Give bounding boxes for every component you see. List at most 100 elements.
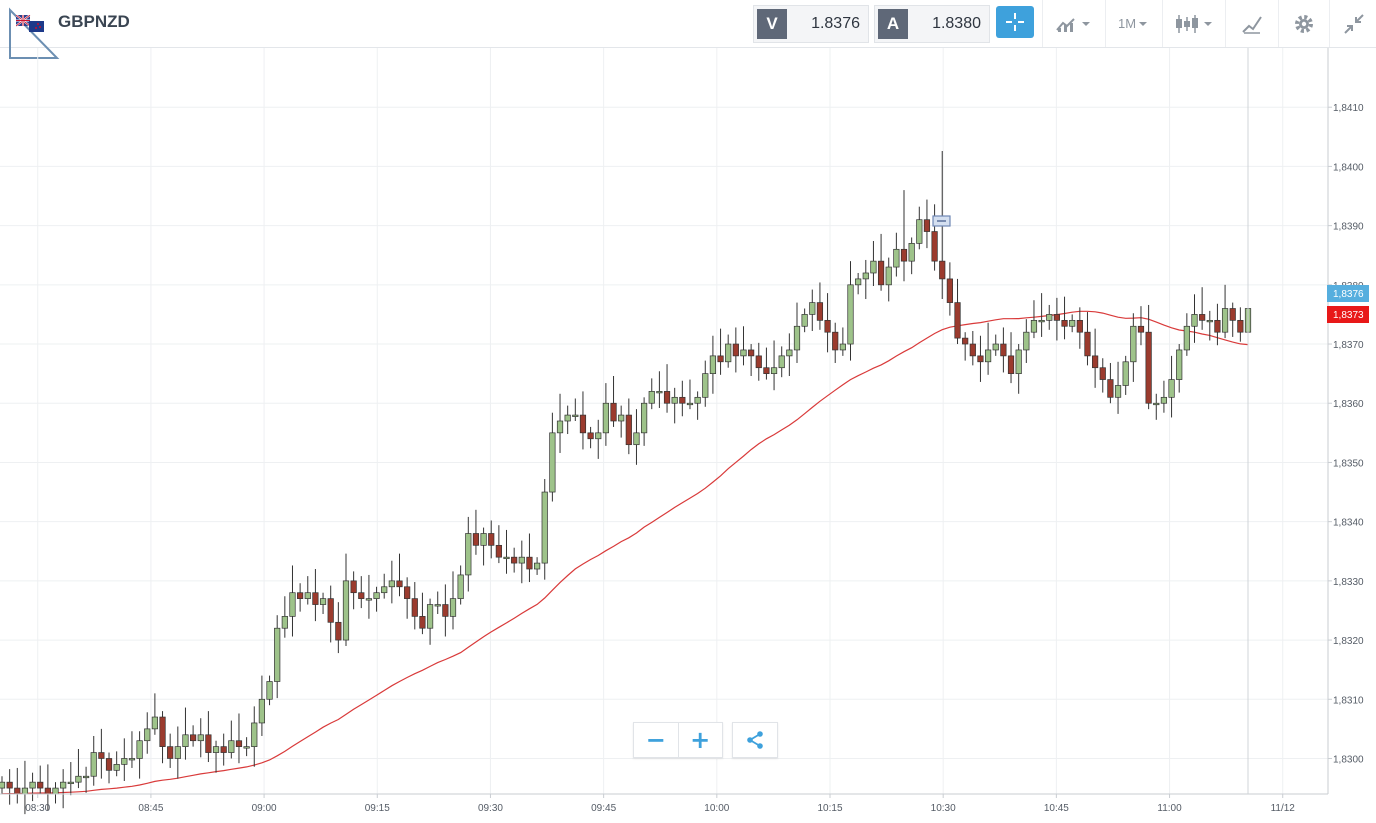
candle-body [908, 243, 915, 262]
candle [128, 731, 136, 768]
candle [748, 344, 755, 377]
position-marker[interactable] [932, 215, 951, 227]
share-button[interactable] [733, 723, 777, 757]
candlestick-chart[interactable]: 1,8300 1,8310 1,8320 1,8330 1,8340 1,8350 1,83… [0, 48, 1376, 823]
candle [732, 327, 739, 373]
candle-body [984, 349, 992, 363]
candle-body [113, 764, 120, 771]
candle [281, 596, 288, 638]
candle-body [694, 396, 701, 404]
candle [518, 540, 525, 584]
candle [426, 598, 434, 645]
candle-body [449, 598, 457, 617]
candle [67, 762, 74, 796]
candle [1099, 358, 1106, 393]
candle [1084, 312, 1091, 366]
candle [235, 713, 243, 764]
chart-grid [0, 48, 1328, 794]
candle [90, 735, 97, 786]
candle [1199, 287, 1206, 330]
candle [60, 769, 67, 809]
candle-body [1092, 355, 1099, 369]
candle-body [82, 775, 90, 779]
drawing-tools-button[interactable] [1225, 0, 1278, 47]
candle-body [312, 592, 319, 605]
candle-body [266, 681, 273, 700]
zoom-in-button[interactable]: + [690, 726, 711, 754]
candle [923, 199, 931, 249]
timeframe-label: 1M [1117, 16, 1137, 31]
candle-body [717, 355, 724, 363]
candle [663, 364, 671, 413]
candle [1092, 328, 1099, 388]
candle [855, 272, 862, 295]
candle [182, 707, 189, 760]
candle [579, 391, 587, 450]
settings-button[interactable] [1278, 0, 1329, 47]
candle [1046, 304, 1053, 330]
candle-body [37, 781, 44, 789]
candle-body [618, 414, 625, 422]
candle [1221, 284, 1229, 339]
chart-type-icon [1056, 17, 1090, 32]
candle-body [870, 260, 877, 274]
candle-body [954, 302, 961, 339]
crosshair-button[interactable] [996, 6, 1034, 38]
candle-body [595, 432, 602, 440]
candle [465, 516, 472, 592]
candle [335, 602, 342, 654]
x-tick-label: 11/12 [1271, 803, 1296, 814]
x-tick-label: 10:30 [931, 803, 956, 814]
collapse-button[interactable] [1329, 0, 1376, 47]
candle [197, 718, 204, 758]
flag-gb-nz-icon [16, 15, 44, 32]
candle-body [916, 219, 923, 244]
candle [832, 322, 839, 363]
candle [151, 693, 158, 735]
buy-quote[interactable]: A 1.8380 [874, 5, 990, 43]
corner-triangle-icon [9, 7, 60, 59]
candle [411, 582, 418, 630]
candle-body [1030, 319, 1038, 333]
candle [572, 398, 579, 421]
candle [205, 711, 212, 763]
candle-body [1069, 319, 1076, 327]
zoom-out-button[interactable]: − [645, 726, 666, 754]
candle-body [748, 349, 755, 357]
share-control [732, 722, 778, 758]
candle-body [14, 787, 21, 795]
y-tick-label: 1,8400 [1333, 162, 1364, 173]
last-price-tag [1327, 285, 1369, 302]
candle [1214, 303, 1221, 346]
candle-body [144, 728, 151, 742]
last-price-tag-text: 1,8376 [1333, 289, 1364, 300]
candle-style-button[interactable] [1162, 0, 1225, 47]
candle [144, 712, 151, 754]
candle [1114, 361, 1122, 414]
candle [289, 565, 296, 637]
y-tick-label: 1,8350 [1333, 458, 1364, 469]
timeframe-button[interactable]: 1M [1105, 0, 1162, 47]
y-tick-label: 1,8300 [1333, 754, 1364, 765]
sell-quote[interactable]: V 1.8376 [753, 5, 869, 43]
ma-price-tag-text: 1,8373 [1333, 310, 1364, 321]
candle-body [587, 432, 594, 440]
candle-body [159, 716, 166, 747]
buy-value: 1.8380 [932, 15, 981, 32]
candle-body [1229, 308, 1236, 321]
candle-body [1099, 367, 1106, 380]
sell-value: 1.8376 [811, 15, 860, 32]
candle-body [862, 272, 869, 280]
share-icon [747, 731, 763, 749]
candle-body [648, 391, 655, 404]
candle [373, 586, 380, 612]
candle [14, 767, 21, 804]
candle-body [21, 787, 29, 795]
candle-body [549, 432, 556, 493]
chart-type-button[interactable] [1042, 0, 1105, 47]
candle [977, 335, 984, 382]
candle [847, 261, 854, 361]
x-tick-label: 09:00 [252, 803, 277, 814]
candle [75, 749, 82, 789]
candle-body [1168, 379, 1175, 398]
